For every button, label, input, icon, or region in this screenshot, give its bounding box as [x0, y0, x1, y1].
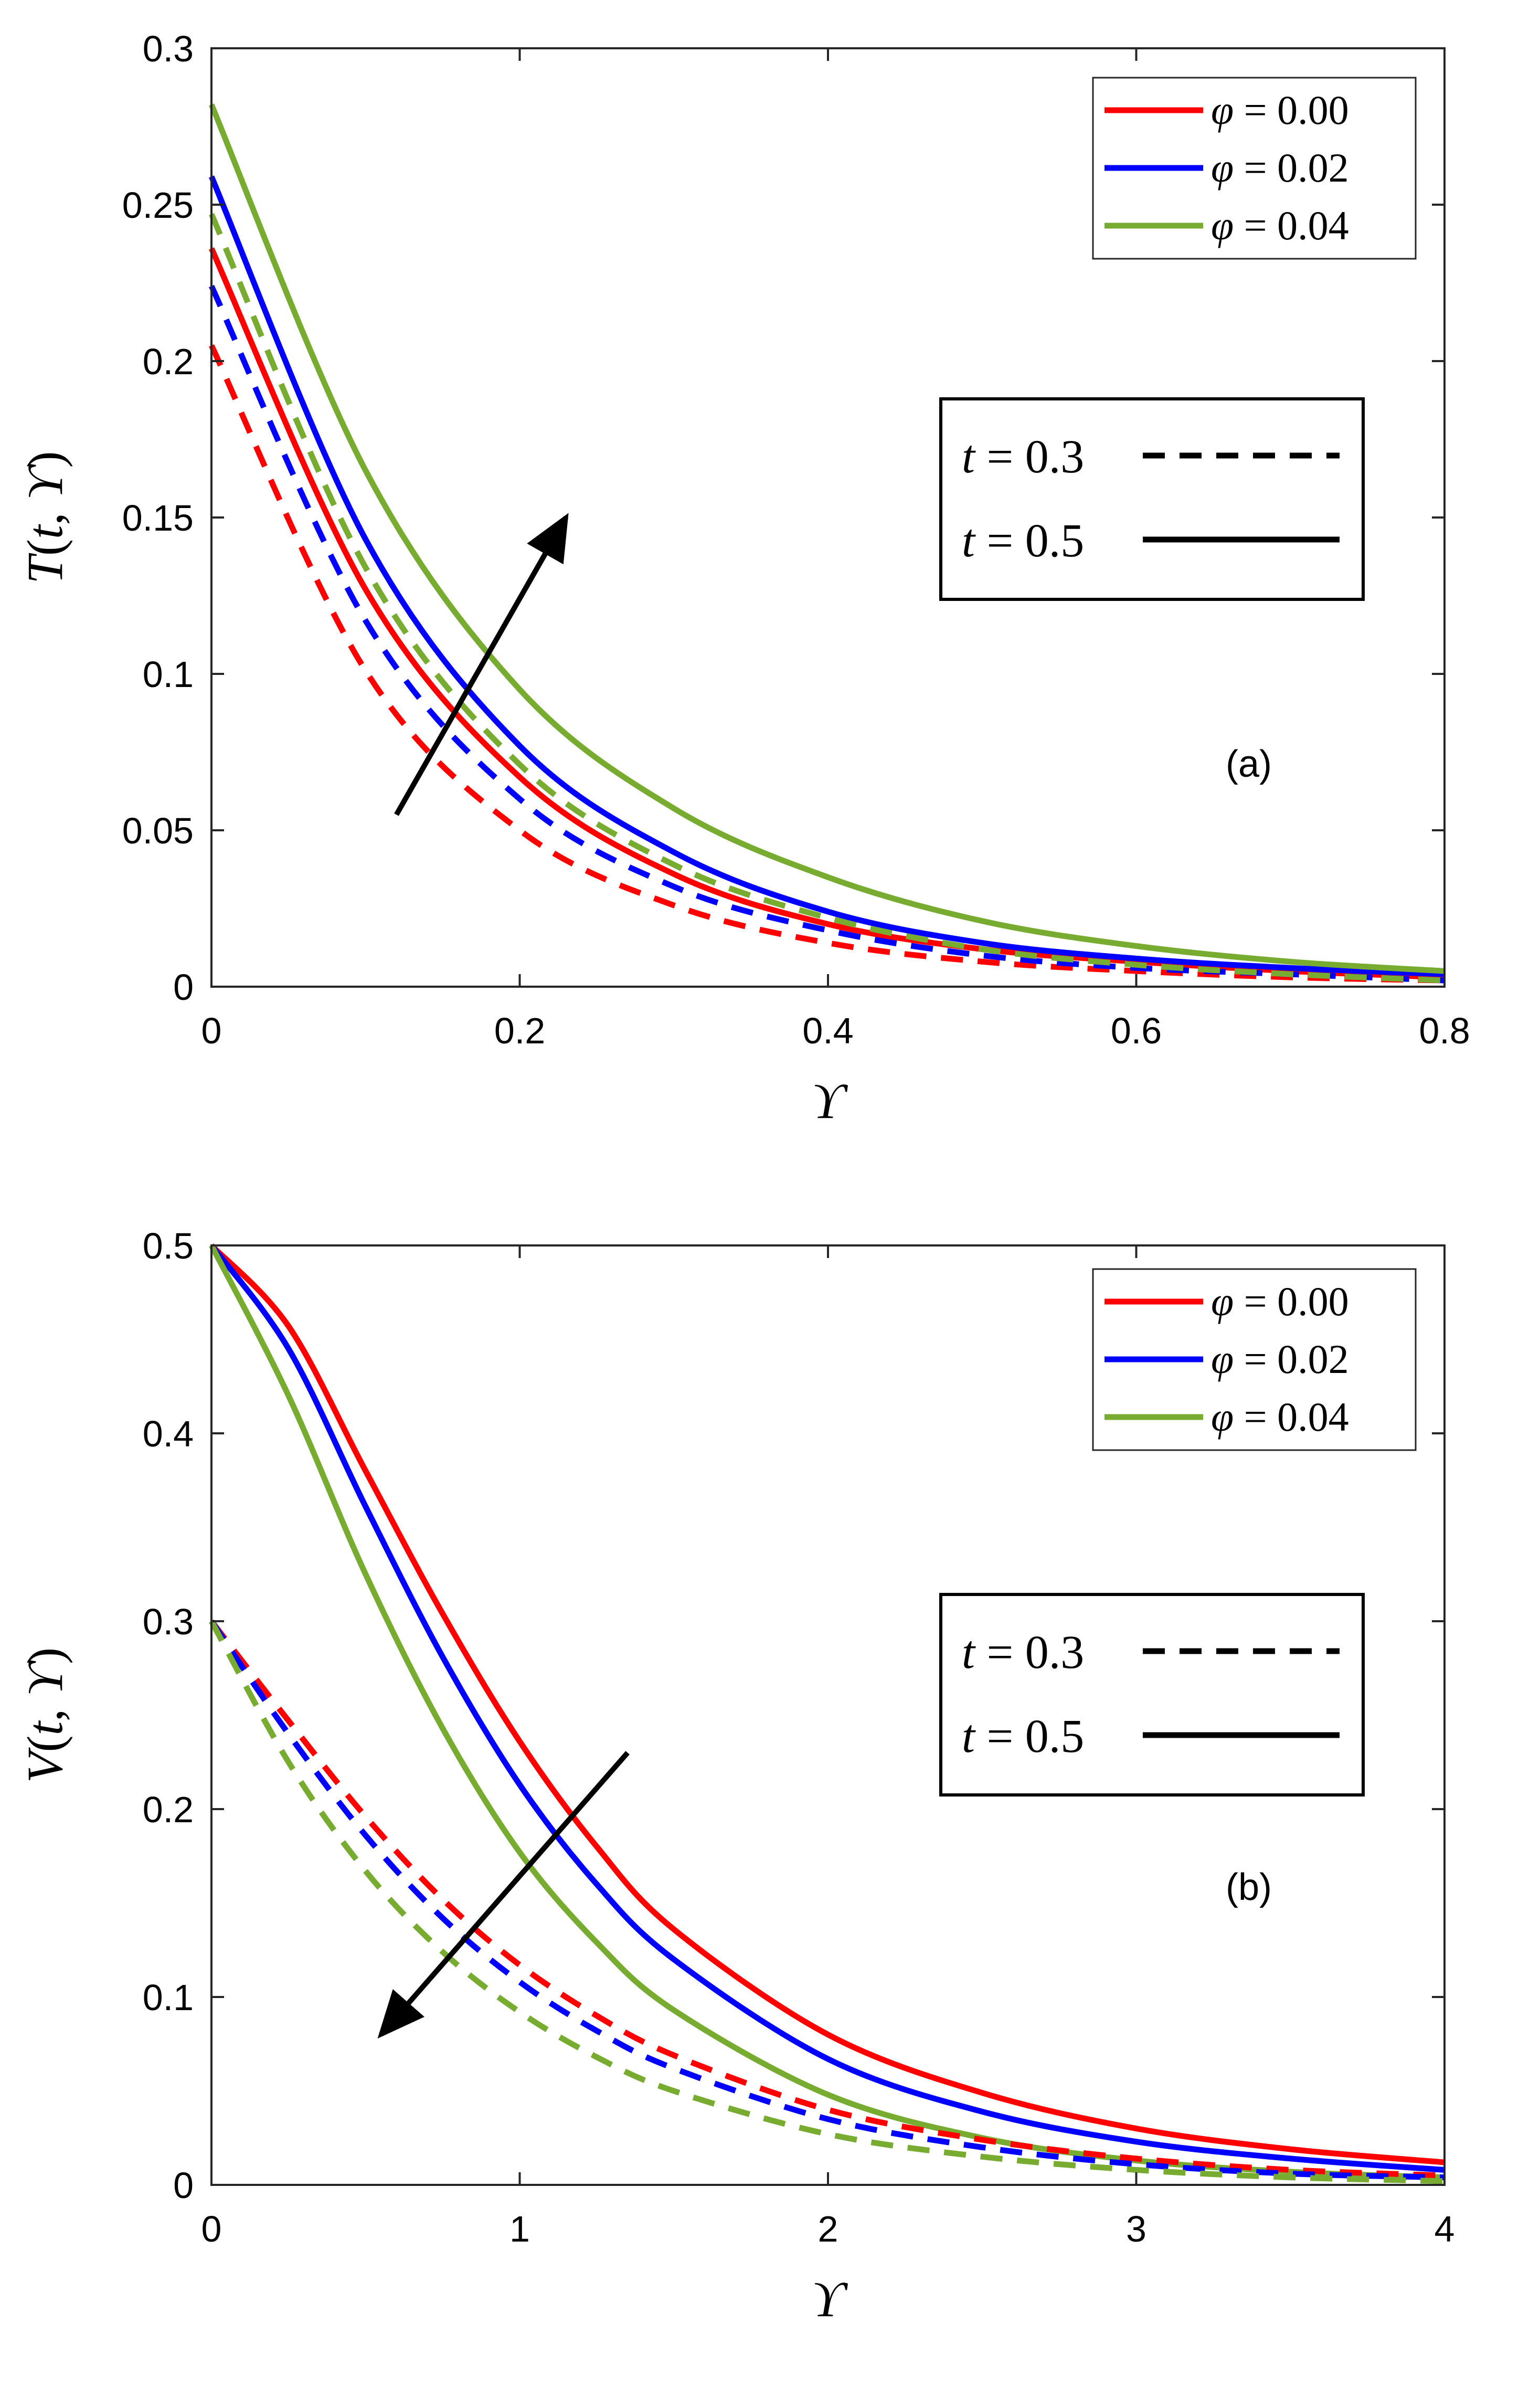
- x-axis-label-a: ϒ: [812, 1073, 848, 1129]
- chart-panel-a: φ = 0.00, t = 0.5φ = 0.02, t = 0.5φ = 0.…: [17, 28, 1470, 1129]
- y-tick-label-a-1: 0.05: [122, 810, 194, 851]
- legend-t-b: t = 0.3 t = 0.5: [939, 1593, 1365, 1797]
- y-tick-label-b-3: 0.3: [143, 1601, 194, 1642]
- y-tick-label-a-2: 0.1: [143, 654, 194, 695]
- chart-panel-b: φ = 0.00, t = 0.5φ = 0.02, t = 0.5φ = 0.…: [17, 1225, 1454, 2327]
- series-line-b-3: φ = 0.00, t = 0.3: [209, 1619, 1445, 2179]
- series-line-b-1: φ = 0.02, t = 0.5: [209, 1243, 1445, 2173]
- x-tick-label-a-4: 0.8: [1419, 1010, 1470, 1051]
- legend-phi-label-b-0: φ = 0.00: [1211, 1278, 1349, 1324]
- trend-arrow-a: [394, 513, 569, 816]
- legend-phi-label-a-0: φ = 0.00: [1211, 87, 1349, 133]
- curves-b: φ = 0.00, t = 0.5φ = 0.02, t = 0.5φ = 0.…: [209, 1243, 1445, 2184]
- panel-label-b: (b): [1226, 1866, 1272, 1908]
- x-tick-label-a-2: 0.4: [802, 1010, 853, 1051]
- y-tick-label-a-5: 0.25: [122, 185, 194, 226]
- y-tick-label-a-4: 0.2: [143, 341, 194, 382]
- trend-arrow-b: [377, 1751, 630, 2039]
- series-line-a-0: φ = 0.00, t = 0.5: [208, 247, 1445, 980]
- panel-label-a: (a): [1226, 743, 1272, 785]
- legend-t-label-a-0: t = 0.3: [962, 431, 1084, 483]
- legend-phi-a: φ = 0.00 φ = 0.02 φ = 0.04: [1092, 77, 1417, 260]
- y-tick-label-b-0: 0: [173, 2165, 194, 2206]
- x-axis-label-b: ϒ: [812, 2271, 848, 2327]
- legend-t-label-a-1: t = 0.5: [962, 515, 1084, 567]
- y-axis-label-b: V(t, ϒ): [17, 1647, 73, 1783]
- y-axis-label-a: T(t, ϒ): [17, 451, 73, 584]
- legend-phi-label-a-1: φ = 0.02: [1211, 145, 1349, 191]
- x-tick-label-b-4: 4: [1435, 2209, 1455, 2249]
- legend-t-label-b-1: t = 0.5: [962, 1710, 1084, 1762]
- y-tick-label-b-4: 0.4: [143, 1413, 194, 1454]
- x-tick-label-b-3: 3: [1126, 2209, 1146, 2249]
- y-tick-label-a-0: 0: [173, 967, 194, 1008]
- x-tick-label-b-0: 0: [201, 2209, 222, 2249]
- series-line-a-5: φ = 0.04, t = 0.3: [208, 213, 1445, 984]
- ticks-b: 0 1 2 3 4 0 0.1 0.2 0.3 0.4 0.5: [143, 1225, 1455, 2249]
- y-tick-label-b-2: 0.2: [143, 1789, 194, 1830]
- legend-phi-label-b-2: φ = 0.04: [1211, 1394, 1349, 1440]
- legend-phi-label-a-2: φ = 0.04: [1211, 203, 1349, 248]
- y-tick-label-b-5: 0.5: [143, 1225, 194, 1266]
- legend-t-a: t = 0.3 t = 0.5: [939, 397, 1365, 601]
- series-line-a-3: φ = 0.00, t = 0.3: [209, 344, 1445, 984]
- x-tick-label-a-0: 0: [201, 1010, 222, 1051]
- y-tick-label-b-1: 0.1: [143, 1977, 194, 2018]
- series-line-a-4: φ = 0.02, t = 0.3: [209, 284, 1445, 984]
- y-tick-label-a-3: 0.15: [122, 498, 194, 538]
- series-line-a-1: φ = 0.02, t = 0.5: [208, 175, 1445, 977]
- series-line-b-0: φ = 0.00, t = 0.5: [209, 1243, 1445, 2165]
- x-tick-label-a-3: 0.6: [1111, 1010, 1162, 1051]
- x-tick-label-b-1: 1: [509, 2209, 530, 2249]
- series-line-b-4: φ = 0.02, t = 0.3: [209, 1619, 1445, 2181]
- legend-t-box-b: [939, 1593, 1365, 1797]
- legend-phi-b: φ = 0.00 φ = 0.02 φ = 0.04: [1092, 1268, 1417, 1451]
- series-line-a-2: φ = 0.04, t = 0.5: [208, 103, 1445, 974]
- x-tick-label-b-2: 2: [818, 2209, 838, 2249]
- legend-t-label-b-0: t = 0.3: [962, 1626, 1084, 1678]
- curves-a: φ = 0.00, t = 0.5φ = 0.02, t = 0.5φ = 0.…: [208, 103, 1445, 984]
- ticks-a: 0 0.2 0.4 0.6 0.8 0 0.05 0.1 0.15 0.2 0.25 0.3: [122, 28, 1470, 1051]
- x-tick-label-a-1: 0.2: [494, 1010, 545, 1051]
- legend-phi-label-b-1: φ = 0.02: [1211, 1336, 1349, 1382]
- series-line-b-5: φ = 0.04, t = 0.3: [209, 1620, 1445, 2184]
- y-tick-label-a-6: 0.3: [143, 28, 194, 69]
- legend-t-box-a: [939, 397, 1365, 601]
